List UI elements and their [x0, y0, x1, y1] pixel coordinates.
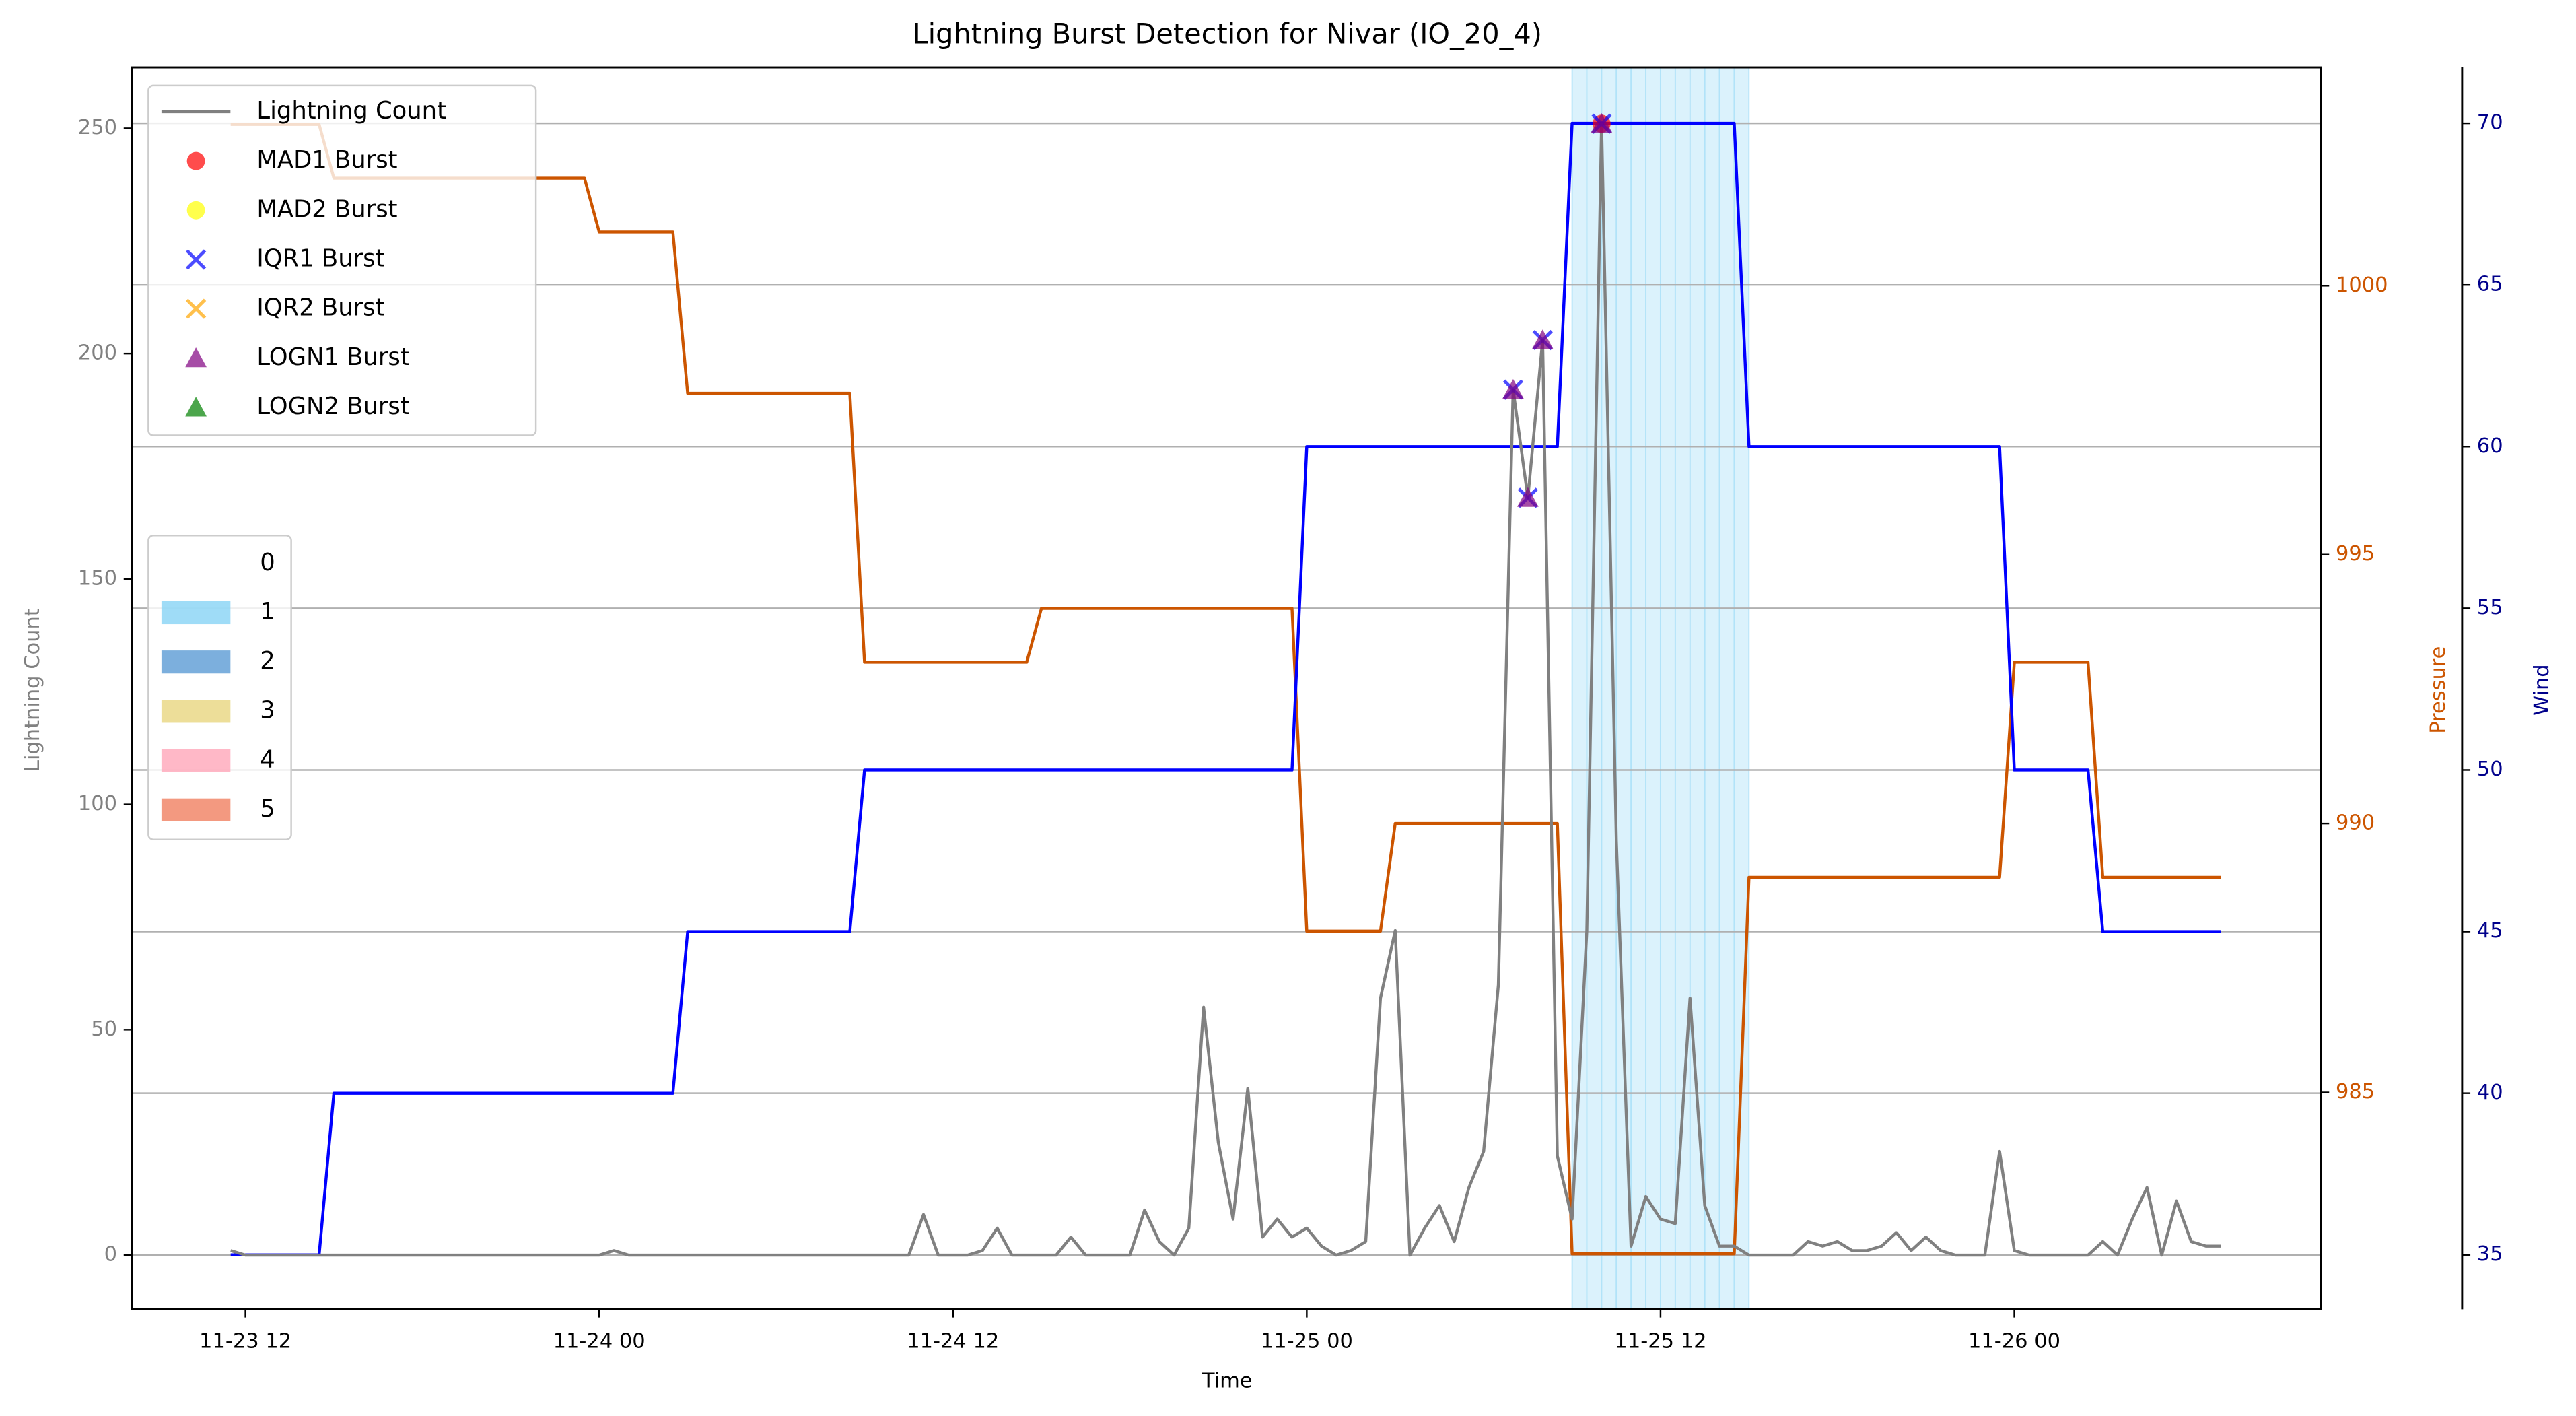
series-line — [230, 123, 2221, 1256]
y-tick-label: 50 — [91, 1017, 117, 1041]
y3-tick-label: 55 — [2477, 596, 2503, 619]
legend-swatch — [161, 551, 231, 575]
y3-axis-label: Wind — [2530, 664, 2554, 716]
legend-label: IQR1 Burst — [256, 244, 384, 272]
series-line — [230, 122, 2221, 1257]
chart-title: Lightning Burst Detection for Nivar (IO_… — [913, 18, 1542, 50]
legend-swatch — [186, 201, 205, 220]
y3-tick-label: 45 — [2477, 919, 2503, 943]
legend-box — [147, 535, 292, 840]
x-tick-label: 11-25 12 — [1614, 1330, 1706, 1353]
legend-label: 5 — [260, 795, 275, 823]
legend-label: MAD2 Burst — [256, 195, 397, 223]
y3-tick-label: 50 — [2477, 757, 2503, 781]
y2-tick-label: 990 — [2336, 811, 2375, 835]
y3-tick-label: 65 — [2477, 273, 2503, 296]
y3-tick-label: 35 — [2477, 1242, 2503, 1266]
legend-swatch — [185, 249, 207, 270]
y2-tick-label: 995 — [2336, 542, 2375, 566]
legend-swatch — [161, 601, 231, 625]
legend-swatch — [161, 749, 231, 772]
legend-label: 0 — [260, 549, 275, 576]
y-tick-label: 0 — [104, 1243, 117, 1267]
y3-tick-label: 70 — [2477, 111, 2503, 135]
series-line — [230, 121, 2221, 1256]
legend-label: LOGN1 Burst — [256, 343, 409, 371]
y2-axis-label: Pressure — [2427, 646, 2450, 734]
x-tick-label: 11-25 00 — [1261, 1330, 1353, 1353]
legend-label: MAD1 Burst — [256, 146, 397, 174]
burst-marker — [1517, 487, 1539, 507]
legend-label: Lightning Count — [256, 97, 446, 125]
burst-marker — [1531, 329, 1554, 349]
burst-marker — [1502, 378, 1524, 399]
x-tick-label: 11-23 12 — [199, 1330, 291, 1353]
legend-swatch — [161, 650, 231, 674]
y-tick-label: 100 — [78, 792, 117, 815]
legend-label: 2 — [260, 647, 275, 675]
legend-swatch — [185, 397, 207, 417]
y-tick-label: 250 — [78, 116, 117, 139]
legend-swatch — [186, 151, 205, 170]
legend-label: LOGN2 Burst — [256, 393, 409, 420]
legend-label: 4 — [260, 746, 275, 774]
y3-tick-label: 40 — [2477, 1081, 2503, 1104]
legend-swatch — [185, 347, 207, 368]
legend-label: 3 — [260, 696, 275, 724]
x-tick-label: 11-24 12 — [907, 1330, 999, 1353]
y2-tick-label: 985 — [2336, 1080, 2375, 1104]
burst-marker — [1591, 112, 1613, 133]
legend-swatch — [161, 798, 231, 821]
plot-frame — [131, 66, 2322, 1310]
x-tick-label: 11-24 00 — [553, 1330, 646, 1353]
x-tick-label: 11-26 00 — [1968, 1330, 2060, 1353]
legend-label: IQR2 Burst — [256, 294, 384, 322]
legend-swatch — [161, 700, 231, 723]
y-axis-label: Lightning Count — [21, 608, 44, 772]
y2-tick-label: 1000 — [2336, 273, 2388, 297]
x-axis-label: Time — [1202, 1369, 1253, 1392]
legend-label: 1 — [260, 598, 275, 626]
y-tick-label: 200 — [78, 341, 117, 365]
legend-swatch — [185, 298, 207, 319]
y-tick-label: 150 — [78, 566, 117, 590]
y3-tick-label: 60 — [2477, 434, 2503, 458]
legend-box — [147, 84, 537, 436]
